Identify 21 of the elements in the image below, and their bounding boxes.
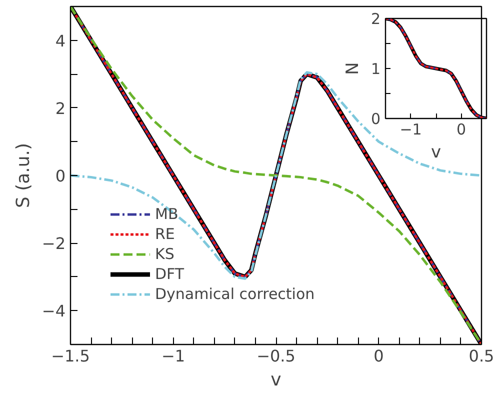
y-tick-label: −4 bbox=[42, 302, 66, 321]
legend-label: DFT bbox=[155, 265, 184, 283]
x-tick-label: −1 bbox=[400, 120, 422, 138]
y-tick-label: 1 bbox=[370, 60, 381, 78]
y-tick-label: 0 bbox=[55, 166, 66, 186]
legend-label: Dynamical correction bbox=[155, 285, 315, 303]
y-tick-label: 4 bbox=[55, 31, 66, 50]
x-tick-label: 0.5 bbox=[468, 346, 494, 366]
y-axis-title: N bbox=[342, 62, 363, 75]
x-tick-label: −0.5 bbox=[256, 346, 296, 366]
y-tick-label: 2 bbox=[55, 98, 66, 118]
y-axis-title: S (a.u.) bbox=[12, 142, 34, 208]
x-axis-title: v bbox=[270, 370, 282, 390]
x-tick-label: −1.5 bbox=[51, 346, 90, 366]
y-tick-label: 2 bbox=[370, 10, 381, 28]
legend-label: MB bbox=[155, 205, 178, 223]
legend-label: KS bbox=[155, 245, 175, 263]
x-axis-title: v bbox=[430, 142, 442, 162]
legend-label: RE bbox=[155, 225, 175, 243]
y-tick-label: −2 bbox=[42, 234, 66, 254]
x-tick-label: −1 bbox=[161, 346, 186, 366]
